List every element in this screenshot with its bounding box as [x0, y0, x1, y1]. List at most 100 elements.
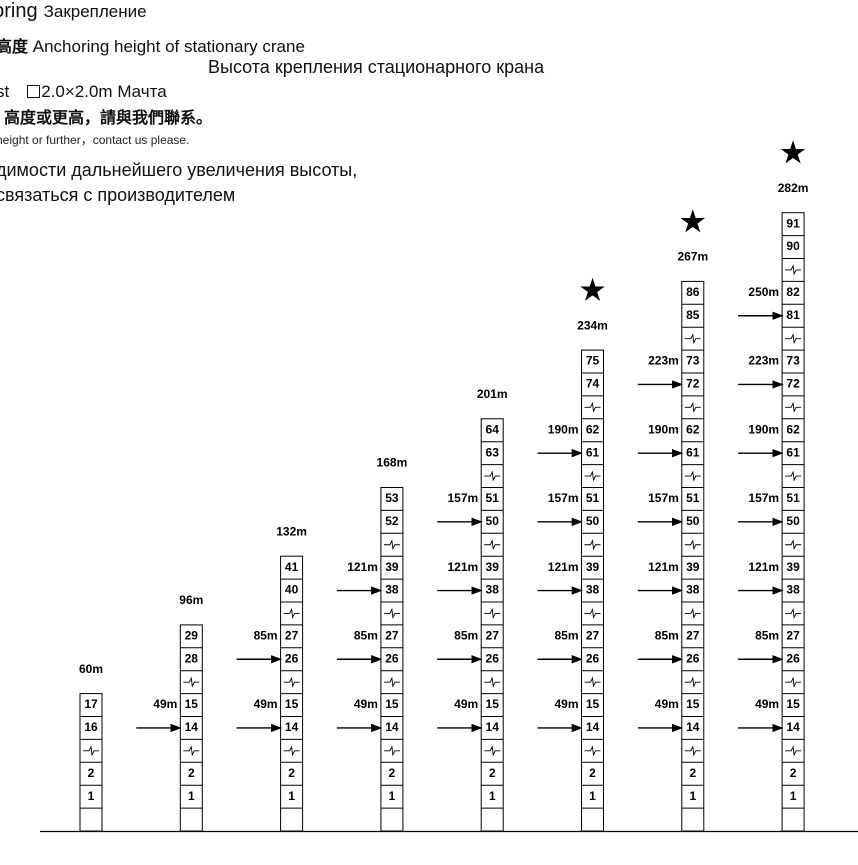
section-number: 74: [586, 377, 600, 391]
section-number: 29: [185, 629, 199, 643]
section-number: 27: [385, 629, 399, 643]
section-number: 75: [586, 354, 600, 368]
legend-mast-size: 2.0×2.0m: [41, 82, 113, 101]
break-symbol-icon: [584, 539, 601, 551]
section-number: 14: [786, 720, 800, 734]
section-number: 39: [486, 560, 500, 574]
section-number: 41: [285, 560, 299, 574]
break-symbol-icon: [183, 676, 200, 688]
section-number: 62: [686, 422, 700, 436]
column-height-label: 267m: [677, 250, 708, 264]
section-number: 64: [486, 422, 500, 436]
anchor-height-label: 157m: [447, 491, 478, 505]
section-number: 2: [188, 766, 195, 780]
section-number: 73: [786, 354, 800, 368]
anchor-height-label: 190m: [648, 422, 679, 436]
anchor-height-label: 49m: [354, 697, 378, 711]
anchor-height-label: 157m: [548, 491, 579, 505]
break-symbol-icon: [383, 745, 400, 757]
anchor-height-label: 85m: [254, 629, 278, 643]
column-height-label: 168m: [377, 456, 408, 470]
break-symbol-icon: [785, 333, 802, 345]
section-number: 82: [786, 285, 800, 299]
section-number: 85: [686, 308, 700, 322]
section-number: 15: [385, 697, 399, 711]
legend-title-ru: Закрепление: [43, 2, 147, 21]
section-number: 73: [686, 354, 700, 368]
section-number: 62: [786, 422, 800, 436]
anchor-height-label: 85m: [755, 629, 779, 643]
section-number: 14: [486, 720, 500, 734]
break-symbol-icon: [484, 676, 501, 688]
section-number: 14: [285, 720, 299, 734]
section-number: 50: [686, 514, 700, 528]
anchor-height-label: 49m: [454, 697, 478, 711]
break-symbol-icon: [785, 607, 802, 619]
anchor-height-label: 49m: [254, 697, 278, 711]
section-number: 1: [790, 789, 797, 803]
break-symbol-icon: [785, 470, 802, 482]
anchor-height-label: 121m: [748, 560, 779, 574]
break-symbol-icon: [785, 539, 802, 551]
legend-contact-ru-2: связаться с производителем: [0, 185, 236, 205]
section-number: 14: [185, 720, 199, 734]
column-height-label: 282m: [778, 181, 809, 195]
section-number: 15: [185, 697, 199, 711]
break-symbol-icon: [283, 745, 300, 757]
break-symbol-icon: [684, 676, 701, 688]
break-symbol-icon: [484, 745, 501, 757]
section-number: 26: [586, 651, 600, 665]
section-number: 28: [185, 651, 199, 665]
legend-title: horing Закрепление: [0, 0, 147, 23]
section-number: 15: [285, 697, 299, 711]
break-symbol-icon: [684, 333, 701, 345]
column-height-label: 96m: [179, 593, 203, 607]
anchor-height-label: 121m: [447, 560, 478, 574]
star-icon: ★: [781, 137, 806, 168]
section-number: 26: [686, 651, 700, 665]
anchor-height-label: 85m: [354, 629, 378, 643]
star-icon: ★: [680, 206, 705, 237]
section-number: 2: [389, 766, 396, 780]
break-symbol-icon: [283, 607, 300, 619]
column-height-label: 201m: [477, 387, 508, 401]
section-number: 51: [486, 491, 500, 505]
section-number: 51: [786, 491, 800, 505]
section-number: 53: [385, 491, 399, 505]
section-number: 39: [385, 560, 399, 574]
break-symbol-icon: [684, 607, 701, 619]
section-number: 63: [486, 445, 500, 459]
section-number: 26: [486, 651, 500, 665]
section-number: 14: [586, 720, 600, 734]
section-number: 1: [689, 789, 696, 803]
anchor-height-label: 121m: [648, 560, 679, 574]
square-icon: [27, 85, 41, 98]
legend-height-cn: 高度: [0, 37, 29, 56]
break-symbol-icon: [383, 539, 400, 551]
section-number: 81: [786, 308, 800, 322]
break-symbol-icon: [785, 401, 802, 413]
section-number: 2: [589, 766, 596, 780]
break-symbol-icon: [83, 745, 99, 757]
section-number: 27: [686, 629, 700, 643]
anchor-height-label: 85m: [554, 629, 578, 643]
section-number: 50: [786, 514, 800, 528]
section-number: 90: [786, 239, 800, 253]
section-number: 61: [686, 445, 700, 459]
section-number: 61: [586, 445, 600, 459]
anchor-height-label: 190m: [748, 422, 779, 436]
break-symbol-icon: [484, 607, 501, 619]
break-symbol-icon: [684, 401, 701, 413]
anchor-height-label: 223m: [748, 354, 779, 368]
section-number: 14: [385, 720, 399, 734]
legend-mast-ru: Мачта: [117, 82, 167, 101]
section-number: 2: [689, 766, 696, 780]
break-symbol-icon: [383, 607, 400, 619]
section-number: 2: [288, 766, 295, 780]
section-number: 50: [586, 514, 600, 528]
section-number: 72: [786, 377, 800, 391]
section-number: 51: [586, 491, 600, 505]
anchor-height-label: 49m: [153, 697, 177, 711]
anchor-height-label: 49m: [655, 697, 679, 711]
